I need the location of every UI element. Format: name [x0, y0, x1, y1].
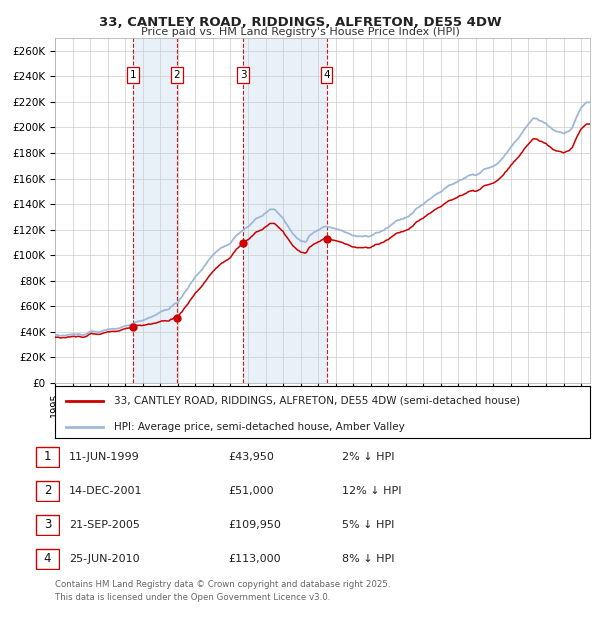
Text: HPI: Average price, semi-detached house, Amber Valley: HPI: Average price, semi-detached house,…	[114, 422, 405, 432]
Text: 21-SEP-2005: 21-SEP-2005	[69, 520, 140, 530]
Text: 3: 3	[44, 518, 51, 531]
Text: 2: 2	[44, 484, 51, 497]
Text: 1: 1	[130, 70, 136, 80]
Bar	[133, 38, 177, 383]
Text: 5% ↓ HPI: 5% ↓ HPI	[342, 520, 394, 530]
Text: 11-JUN-1999: 11-JUN-1999	[69, 452, 140, 462]
Text: 14-DEC-2001: 14-DEC-2001	[69, 486, 143, 496]
Text: 4: 4	[44, 552, 51, 565]
Text: £43,950: £43,950	[228, 452, 274, 462]
Text: 8% ↓ HPI: 8% ↓ HPI	[342, 554, 395, 564]
Text: 25-JUN-2010: 25-JUN-2010	[69, 554, 140, 564]
Bar	[243, 38, 326, 383]
Text: £113,000: £113,000	[228, 554, 281, 564]
Text: Contains HM Land Registry data © Crown copyright and database right 2025.
This d: Contains HM Land Registry data © Crown c…	[55, 580, 391, 601]
Text: 1: 1	[44, 451, 51, 464]
Text: £51,000: £51,000	[228, 486, 274, 496]
Text: 12% ↓ HPI: 12% ↓ HPI	[342, 486, 401, 496]
Text: 3: 3	[240, 70, 247, 80]
Text: Price paid vs. HM Land Registry's House Price Index (HPI): Price paid vs. HM Land Registry's House …	[140, 27, 460, 37]
Text: 4: 4	[323, 70, 330, 80]
Text: £109,950: £109,950	[228, 520, 281, 530]
Text: 33, CANTLEY ROAD, RIDDINGS, ALFRETON, DE55 4DW (semi-detached house): 33, CANTLEY ROAD, RIDDINGS, ALFRETON, DE…	[114, 396, 520, 405]
Text: 2% ↓ HPI: 2% ↓ HPI	[342, 452, 395, 462]
Text: 33, CANTLEY ROAD, RIDDINGS, ALFRETON, DE55 4DW: 33, CANTLEY ROAD, RIDDINGS, ALFRETON, DE…	[98, 16, 502, 29]
Text: 2: 2	[174, 70, 181, 80]
